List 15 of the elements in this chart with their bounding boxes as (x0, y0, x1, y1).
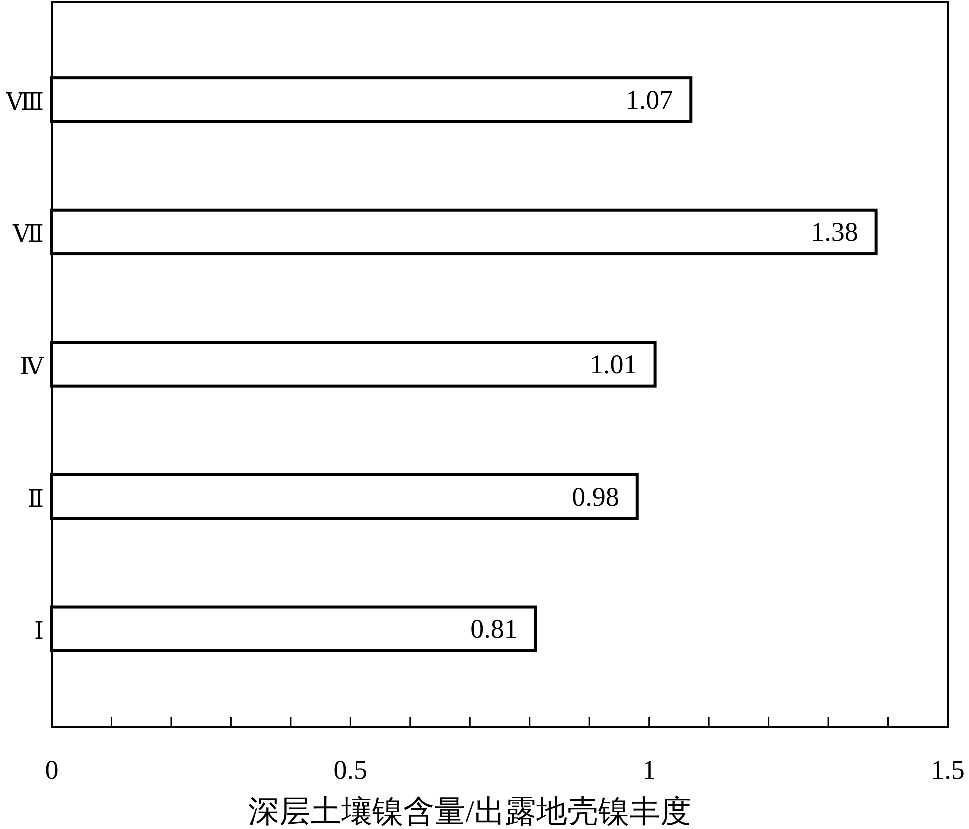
data-label: 1.07 (626, 84, 674, 115)
data-label: 1.01 (590, 350, 638, 380)
y-tick-label: Ⅷ (5, 90, 44, 116)
data-label: 1.38 (811, 217, 858, 248)
data-label: 0.98 (572, 482, 620, 512)
y-tick-label: Ⅳ (20, 354, 46, 380)
y-tick-label: Ⅱ (28, 486, 44, 513)
x-tick-label: 1 (642, 755, 656, 785)
data-label: 0.81 (470, 614, 518, 644)
y-tick-label: Ⅶ (12, 222, 44, 248)
x-tick-label: 1.5 (931, 755, 965, 785)
x-tick-label: 0.5 (334, 755, 368, 785)
x-axis-title: 深层土壤镍含量/出露地壳镍丰度 (248, 794, 692, 829)
x-tick-label: 0 (45, 755, 59, 785)
y-tick-label: Ⅰ (34, 619, 44, 646)
